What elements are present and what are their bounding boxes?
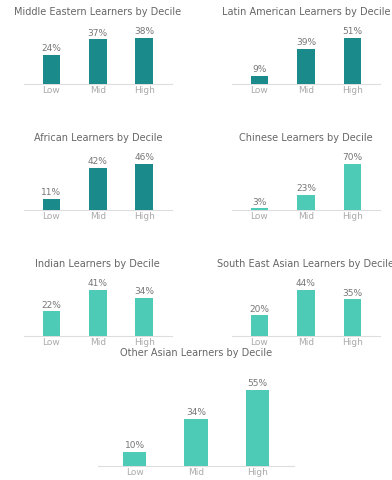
Text: 11%: 11% xyxy=(41,189,62,197)
Title: Chinese Learners by Decile: Chinese Learners by Decile xyxy=(239,133,373,143)
Bar xyxy=(43,199,60,210)
Text: 3%: 3% xyxy=(252,198,267,206)
Bar xyxy=(343,164,361,210)
Text: 24%: 24% xyxy=(42,44,61,53)
Bar xyxy=(123,452,146,466)
Bar xyxy=(136,37,153,84)
Text: 44%: 44% xyxy=(296,279,316,288)
Bar xyxy=(250,76,268,84)
Text: 37%: 37% xyxy=(88,28,108,37)
Bar xyxy=(43,55,60,84)
Title: Latin American Learners by Decile: Latin American Learners by Decile xyxy=(221,7,390,17)
Text: 9%: 9% xyxy=(252,65,267,74)
Bar xyxy=(297,48,315,84)
Text: 55%: 55% xyxy=(247,379,267,388)
Title: Other Asian Learners by Decile: Other Asian Learners by Decile xyxy=(120,348,272,358)
Bar xyxy=(250,315,268,336)
Text: 20%: 20% xyxy=(249,305,269,313)
Title: African Learners by Decile: African Learners by Decile xyxy=(34,133,162,143)
Bar xyxy=(89,39,107,84)
Title: Indian Learners by Decile: Indian Learners by Decile xyxy=(35,259,160,269)
Title: South East Asian Learners by Decile: South East Asian Learners by Decile xyxy=(218,259,392,269)
Text: 42%: 42% xyxy=(88,157,108,167)
Bar xyxy=(343,37,361,84)
Bar xyxy=(184,419,208,466)
Bar xyxy=(89,290,107,336)
Bar xyxy=(89,168,107,210)
Text: 10%: 10% xyxy=(125,441,145,450)
Text: 22%: 22% xyxy=(42,301,61,310)
Bar xyxy=(246,390,269,466)
Bar xyxy=(297,290,315,336)
Text: 46%: 46% xyxy=(134,154,154,162)
Text: 34%: 34% xyxy=(134,288,154,296)
Bar xyxy=(43,311,60,336)
Text: 35%: 35% xyxy=(342,289,363,298)
Bar xyxy=(136,298,153,336)
Bar xyxy=(343,299,361,336)
Text: 38%: 38% xyxy=(134,27,154,36)
Text: 23%: 23% xyxy=(296,184,316,193)
Bar xyxy=(250,208,268,210)
Title: Middle Eastern Learners by Decile: Middle Eastern Learners by Decile xyxy=(14,7,181,17)
Bar xyxy=(136,164,153,210)
Text: 41%: 41% xyxy=(88,279,108,288)
Text: 34%: 34% xyxy=(186,408,206,417)
Text: 39%: 39% xyxy=(296,38,316,47)
Text: 70%: 70% xyxy=(342,154,363,162)
Bar xyxy=(297,195,315,210)
Text: 51%: 51% xyxy=(342,27,363,36)
